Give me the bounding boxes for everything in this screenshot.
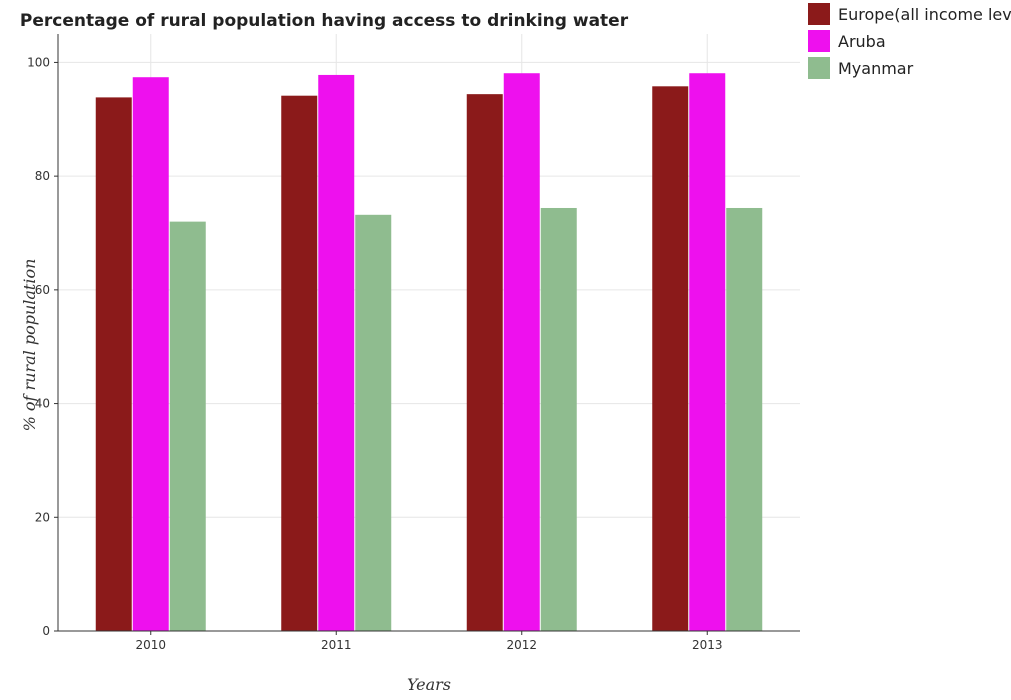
x-tick-label-2011: 2011 bbox=[321, 638, 352, 652]
bar-myanmar-2010 bbox=[169, 221, 206, 631]
legend: Europe(all income levels) Aruba Myanmar bbox=[808, 3, 1011, 79]
legend-label-0: Europe(all income levels) bbox=[838, 5, 1011, 24]
x-tick-labels: 2010 2011 2012 2013 bbox=[135, 638, 722, 652]
x-axis-label: Years bbox=[407, 675, 451, 694]
y-tick-label-80: 80 bbox=[35, 169, 50, 183]
bar-myanmar-2012 bbox=[540, 207, 577, 632]
legend-swatch-0 bbox=[808, 3, 830, 25]
y-tick-labels: 0 20 40 60 80 100 bbox=[27, 55, 50, 638]
bars bbox=[95, 73, 763, 632]
bar-europe-all-income-levels--2012 bbox=[466, 94, 503, 632]
y-tick-label-0: 0 bbox=[42, 624, 50, 638]
bar-europe-all-income-levels--2013 bbox=[652, 86, 689, 631]
legend-label-2: Myanmar bbox=[838, 59, 914, 78]
legend-label-1: Aruba bbox=[838, 32, 886, 51]
legend-swatch-1 bbox=[808, 30, 830, 52]
bar-myanmar-2011 bbox=[355, 214, 392, 631]
bar-aruba-2013 bbox=[689, 73, 726, 631]
axes bbox=[54, 34, 800, 635]
y-axis-label: % of rural population bbox=[20, 259, 39, 432]
x-tick-label-2013: 2013 bbox=[692, 638, 723, 652]
chart-title: Percentage of rural population having ac… bbox=[20, 11, 629, 31]
y-tick-label-20: 20 bbox=[35, 510, 50, 524]
bar-europe-all-income-levels--2010 bbox=[95, 97, 132, 632]
bar-aruba-2012 bbox=[503, 73, 540, 631]
y-tick-label-40: 40 bbox=[35, 397, 50, 411]
x-tick-label-2010: 2010 bbox=[135, 638, 166, 652]
x-tick-label-2012: 2012 bbox=[506, 638, 537, 652]
gridlines bbox=[58, 34, 800, 632]
y-tick-label-100: 100 bbox=[27, 55, 50, 69]
bar-aruba-2010 bbox=[132, 77, 169, 631]
legend-swatch-2 bbox=[808, 57, 830, 79]
y-tick-label-60: 60 bbox=[35, 283, 50, 297]
bar-aruba-2011 bbox=[318, 74, 355, 632]
bar-myanmar-2013 bbox=[726, 207, 763, 632]
bar-europe-all-income-levels--2011 bbox=[281, 95, 318, 631]
